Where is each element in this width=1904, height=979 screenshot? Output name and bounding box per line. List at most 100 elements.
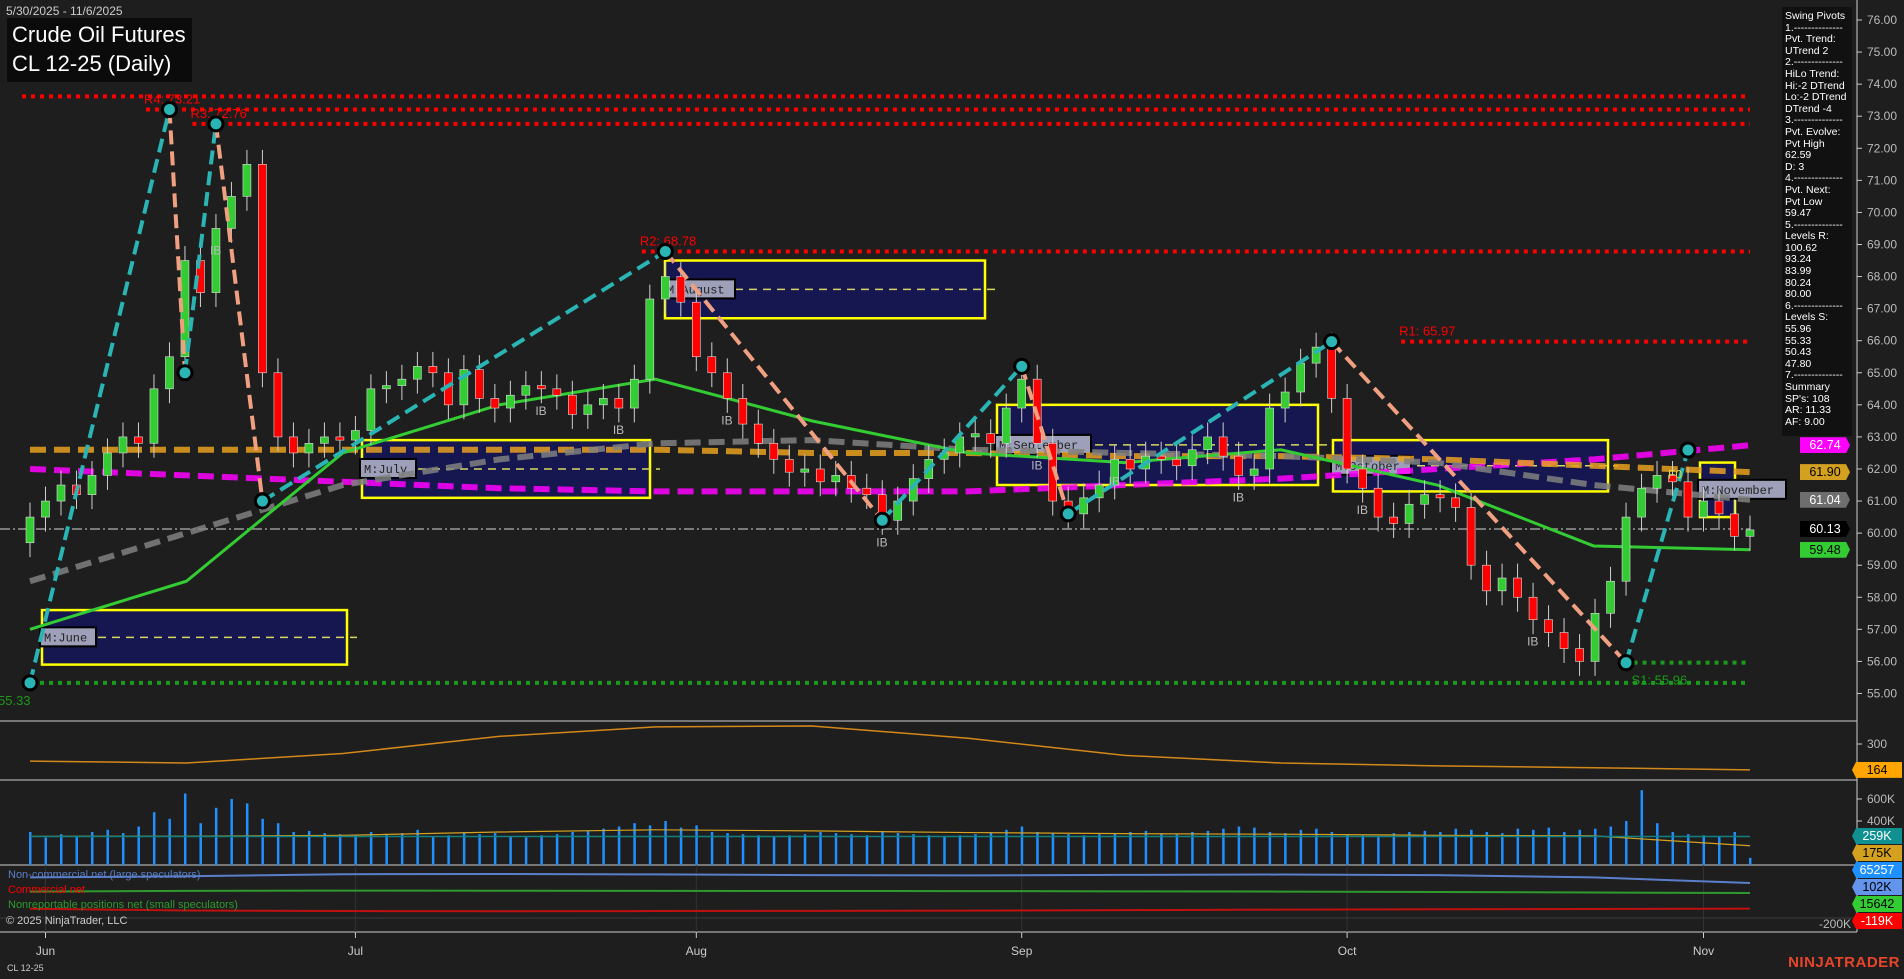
volume-bar <box>1206 830 1210 865</box>
y-tick-label: 74.00 <box>1867 77 1897 91</box>
swing-pivot-marker <box>656 243 674 261</box>
x-tick-label: Aug <box>686 944 707 958</box>
volume-bar <box>462 832 466 865</box>
volume-bar <box>354 835 357 865</box>
swing-leg <box>1330 340 1628 665</box>
volume-bar <box>1315 828 1318 865</box>
y-tick-label: 67.00 <box>1867 302 1897 316</box>
info-line: 6.-------------- <box>1785 299 1843 312</box>
ib-label: IB <box>1357 503 1368 517</box>
candle-body <box>614 398 624 409</box>
x-tick-label: Jun <box>36 944 55 958</box>
candle-body <box>831 475 841 483</box>
candle-body <box>304 443 314 454</box>
candle <box>382 371 391 404</box>
volume-bar <box>1594 828 1597 865</box>
candle-body <box>1497 577 1507 592</box>
candle <box>815 454 825 497</box>
candle-body <box>289 436 298 454</box>
volume-bar <box>788 835 791 865</box>
candle <box>149 374 159 458</box>
date-range: 5/30/2025 - 11/6/2025 <box>6 4 123 18</box>
candle-body <box>769 443 779 460</box>
candle-body <box>1652 475 1662 489</box>
candle <box>506 380 515 423</box>
candle <box>769 428 779 474</box>
y-tick-label: 70.00 <box>1867 205 1897 219</box>
volume-bar <box>152 812 156 865</box>
candle <box>1342 383 1352 484</box>
candle <box>1280 377 1290 423</box>
candle-body <box>583 404 593 415</box>
candle <box>1389 502 1398 538</box>
candle-body <box>366 388 376 431</box>
candle-body <box>56 484 66 502</box>
y-tick-label: -200K <box>1819 917 1851 931</box>
candle-body <box>320 436 329 444</box>
ib-label: IB <box>1109 474 1120 488</box>
price-tag: 61.04 <box>1800 491 1850 508</box>
volume-bar <box>338 834 342 865</box>
swing-pivot-marker <box>1013 357 1031 375</box>
info-line: 80.24 <box>1785 276 1812 289</box>
volume-bar <box>1749 857 1752 865</box>
cot-line <box>29 907 1751 913</box>
candle <box>645 284 655 394</box>
price-tag: 60.13 <box>1800 520 1850 537</box>
volume-bar <box>772 836 776 865</box>
y-tick-label: 75.00 <box>1867 45 1897 59</box>
volume-bar <box>617 826 621 865</box>
y-tick-label: 60.00 <box>1867 526 1897 540</box>
candle <box>1404 489 1414 538</box>
candle <box>599 383 608 420</box>
volume-bar <box>1656 823 1659 865</box>
y-tick-label: 63.00 <box>1867 430 1897 444</box>
ib-label: IB <box>535 404 546 418</box>
candle <box>87 460 97 510</box>
candle-body <box>475 369 484 399</box>
candle-body <box>118 436 128 454</box>
volume-bar <box>1144 830 1148 865</box>
swing-pivots-panel: Swing Pivots 1.-------------- Pvt. Trend: U… <box>1782 7 1852 437</box>
ib-label: IB <box>1527 635 1538 649</box>
volume-bar <box>865 835 869 865</box>
candle-body <box>1730 513 1739 537</box>
legend-commercial: Commercial net <box>8 884 86 896</box>
candle <box>1714 486 1724 529</box>
volume-bar <box>1702 835 1706 865</box>
volume-bar <box>1129 832 1132 865</box>
y-tick-label: 73.00 <box>1867 109 1897 123</box>
info-line: Levels S: <box>1785 311 1829 324</box>
info-line: 100.62 <box>1785 241 1818 254</box>
volume-bar <box>912 834 915 865</box>
candle <box>1373 473 1383 532</box>
candle <box>428 351 438 388</box>
candle-body <box>784 459 794 473</box>
candle-body <box>815 468 825 483</box>
candle <box>1451 483 1460 522</box>
cot-tag: -119K <box>1852 913 1902 929</box>
candle-body <box>242 164 252 197</box>
info-line: 93.24 <box>1785 253 1812 266</box>
candle-body <box>599 398 608 406</box>
volume-bar <box>1020 826 1024 865</box>
volume-bar <box>1392 833 1396 865</box>
volume-bar <box>1687 834 1690 865</box>
candle-body <box>645 298 655 380</box>
candle <box>118 422 128 468</box>
candle <box>320 422 329 458</box>
title-instrument: Crude Oil Futures <box>12 22 186 47</box>
candle <box>413 351 422 394</box>
candle-body <box>490 398 500 409</box>
y-tick-label: 55.00 <box>1867 686 1897 700</box>
volume-bar <box>1268 832 1272 865</box>
volume-bar <box>509 836 512 865</box>
ib-label: IB <box>1233 490 1244 504</box>
volume-bar <box>1470 829 1473 865</box>
volume-bar <box>447 835 450 865</box>
volume-bar <box>29 832 32 865</box>
candle <box>211 214 221 308</box>
info-line: 1.-------------- <box>1785 21 1843 34</box>
swing-leg <box>28 109 172 684</box>
